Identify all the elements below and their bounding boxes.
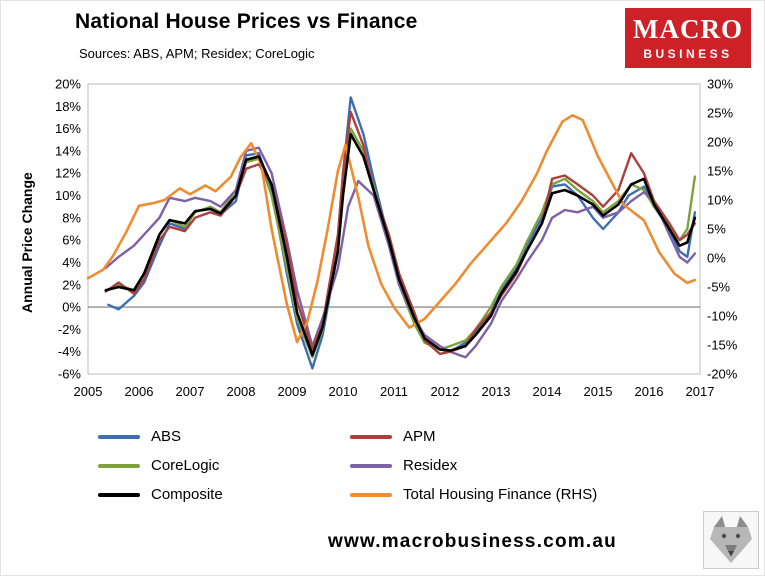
wolf-logo-icon: [703, 511, 759, 569]
series-line-composite: [104, 132, 697, 357]
x-axis-tick-label: 2008: [227, 384, 256, 399]
wolf-logo-svg: [703, 511, 759, 569]
x-axis-tick-label: 2005: [74, 384, 103, 399]
left-axis-tick-label: 14%: [55, 143, 81, 158]
legend-label-total-housing-finance: Total Housing Finance (RHS): [403, 486, 598, 503]
right-axis-tick-label: 30%: [707, 78, 733, 92]
right-axis-tick-label: 5%: [707, 222, 726, 237]
x-axis-tick-label: 2015: [584, 384, 613, 399]
right-axis-tick-label: 25%: [707, 106, 733, 121]
legend-label-corelogic: CoreLogic: [151, 457, 220, 474]
chart-header: National House Prices vs Finance Sources…: [75, 10, 418, 61]
plot-border: [87, 83, 701, 375]
legend-swatch-composite: [98, 492, 140, 497]
left-axis-tick-label: -4%: [58, 344, 82, 359]
legend-item-apm: APM: [350, 428, 680, 445]
legend-item-composite: Composite: [98, 486, 350, 503]
series-line-residex: [104, 146, 697, 359]
macrobusiness-logo: MACRO BUSINESS: [625, 8, 751, 68]
legend-swatch-residex: [350, 463, 392, 468]
x-axis-tick-label: 2017: [686, 384, 715, 399]
right-axis-tick-label: -20%: [707, 367, 738, 382]
legend-swatch-total-housing-finance: [350, 492, 392, 497]
series-line-abs: [107, 96, 697, 370]
series-line-apm: [104, 110, 697, 356]
x-axis-tick-label: 2016: [635, 384, 664, 399]
right-axis-tick-label: -15%: [707, 338, 738, 353]
page-title: National House Prices vs Finance: [75, 10, 418, 33]
x-axis-tick-label: 2014: [533, 384, 562, 399]
legend-swatch-abs: [98, 434, 140, 439]
x-axis-tick-label: 2007: [176, 384, 205, 399]
legend-swatch-apm: [350, 434, 392, 439]
x-axis-tick-label: 2011: [380, 384, 408, 399]
right-axis-tick-label: 10%: [707, 193, 733, 208]
x-axis-tick-label: 2010: [329, 384, 358, 399]
right-axis-tick-label: 0%: [707, 251, 726, 266]
left-axis-tick-label: 18%: [55, 99, 81, 114]
series-line-corelogic: [104, 127, 697, 359]
left-axis-tick-label: -2%: [58, 322, 82, 337]
logo-text-macro: MACRO: [633, 13, 743, 44]
legend-label-composite: Composite: [151, 486, 223, 503]
left-axis-tick-label: 10%: [55, 188, 81, 203]
x-axis-tick-label: 2009: [278, 384, 307, 399]
left-axis-tick-label: 12%: [55, 166, 81, 181]
left-axis-tick-label: 2%: [62, 277, 81, 292]
x-axis-tick-label: 2006: [125, 384, 154, 399]
legend-label-residex: Residex: [403, 457, 458, 474]
left-axis-tick-label: 6%: [62, 233, 81, 248]
legend-label-abs: ABS: [151, 428, 182, 445]
logo-text-business: BUSINESS: [643, 46, 733, 61]
sources-note: Sources: ABS, APM; Residex; CoreLogic: [79, 46, 315, 61]
left-axis-tick-label: 4%: [62, 255, 81, 270]
legend-label-apm: APM: [403, 428, 436, 445]
right-axis-tick-label: 15%: [707, 164, 733, 179]
legend-item-corelogic: CoreLogic: [98, 457, 350, 474]
right-axis-tick-label: -5%: [707, 280, 731, 295]
legend-item-residex: Residex: [350, 457, 680, 474]
legend-item-total-housing-finance: Total Housing Finance (RHS): [350, 486, 680, 503]
x-axis-tick-label: 2012: [431, 384, 460, 399]
left-axis-tick-label: 16%: [55, 121, 81, 136]
legend: ABS APM CoreLogic Residex Composite Tota…: [98, 428, 680, 503]
series-line-total-housing-finance-rhs: [86, 113, 697, 344]
legend-item-abs: ABS: [98, 428, 350, 445]
right-axis-tick-label: -10%: [707, 309, 738, 324]
left-axis-tick-label: -6%: [58, 367, 82, 382]
right-axis-tick-label: 20%: [707, 135, 733, 150]
legend-swatch-corelogic: [98, 463, 140, 468]
left-axis-tick-label: 0%: [62, 300, 81, 315]
left-axis-tick-label: 20%: [55, 78, 81, 92]
y-axis-title: Annual Price Change: [19, 172, 35, 314]
left-axis-tick-label: 8%: [62, 210, 81, 225]
website-url: www.macrobusiness.com.au: [328, 531, 617, 552]
line-chart: 20% 18% 16% 14% 12% 10% 8% 6% 4% 2% 0% -2% -4% -6% 30%…: [55, 78, 738, 399]
chart-area: Annual Price Change 20% 18% 16% 14% 12% 10% 8%…: [16, 78, 754, 408]
x-axis-tick-label: 2013: [482, 384, 511, 399]
